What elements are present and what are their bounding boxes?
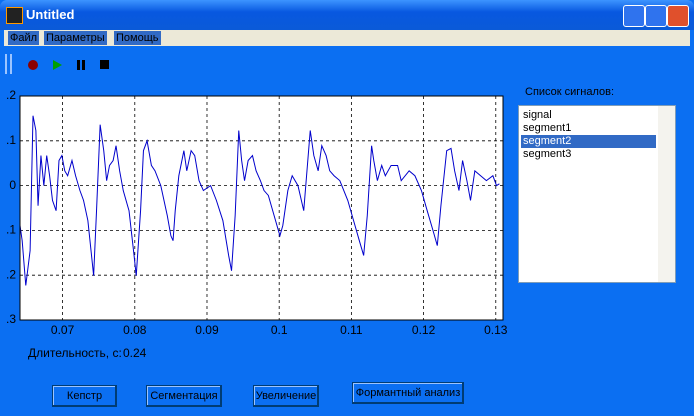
button[interactable]: Увеличение — [253, 385, 319, 407]
x-tick-label: 0.11 — [340, 323, 363, 337]
button[interactable]: Формантный анализ — [352, 382, 464, 404]
plot: .2.10.1.2.30.07 0.08 0.09 0.1 0.11 0.12 0.13 — [6, 88, 508, 337]
scrollbar[interactable] — [658, 106, 675, 282]
signal-list[interactable]: signal segment1 segment2 segment3 — [518, 105, 676, 283]
close-button[interactable] — [667, 5, 689, 27]
duration-label: Длительность, с: — [28, 346, 122, 360]
toolbar-grip — [5, 54, 7, 74]
list-label: Список сигналов: — [525, 86, 615, 98]
button[interactable]: Сегментация — [146, 385, 222, 407]
x-tick-label: 0.09 — [195, 323, 219, 337]
minimize-button[interactable] — [623, 5, 645, 27]
y-tick-label: .2 — [6, 267, 16, 281]
app-icon — [6, 7, 23, 24]
menu-item[interactable]: Помощь — [114, 31, 161, 45]
pause-button[interactable] — [82, 60, 85, 70]
x-tick-label: 0.07 — [51, 323, 75, 337]
record-button[interactable] — [28, 60, 38, 70]
menu-item[interactable]: Параметры — [44, 31, 107, 45]
maximize-button[interactable] — [645, 5, 667, 27]
list-item[interactable]: segment2 — [521, 135, 656, 148]
x-tick-label: 0.13 — [484, 323, 508, 337]
y-tick-label: .3 — [6, 312, 16, 326]
y-tick-label: .1 — [6, 133, 16, 147]
x-tick-label: 0.08 — [123, 323, 147, 337]
axes-frame — [19, 95, 504, 321]
play-button[interactable] — [53, 60, 62, 70]
y-tick-label: .2 — [6, 88, 16, 102]
signal-line — [20, 115, 500, 286]
stop-button[interactable] — [100, 60, 109, 69]
duration-value: 0.24 — [123, 346, 147, 360]
list-item[interactable]: signal — [523, 109, 552, 121]
window-title: Untitled — [26, 7, 75, 22]
pause-button[interactable] — [77, 60, 80, 70]
y-tick-label: .1 — [6, 223, 16, 237]
button[interactable]: Кепстр — [52, 385, 117, 407]
x-tick-label: 0.1 — [271, 323, 288, 337]
y-tick-label: 0 — [9, 178, 16, 192]
title-bar: Untitled — [0, 0, 694, 30]
menu-item[interactable]: Файл — [8, 31, 40, 45]
list-item[interactable]: segment1 — [523, 122, 572, 134]
list-item[interactable]: segment3 — [523, 148, 572, 160]
x-tick-label: 0.12 — [412, 323, 436, 337]
toolbar-grip — [10, 54, 12, 74]
menu-bar — [4, 30, 690, 46]
axes-background — [20, 96, 503, 320]
